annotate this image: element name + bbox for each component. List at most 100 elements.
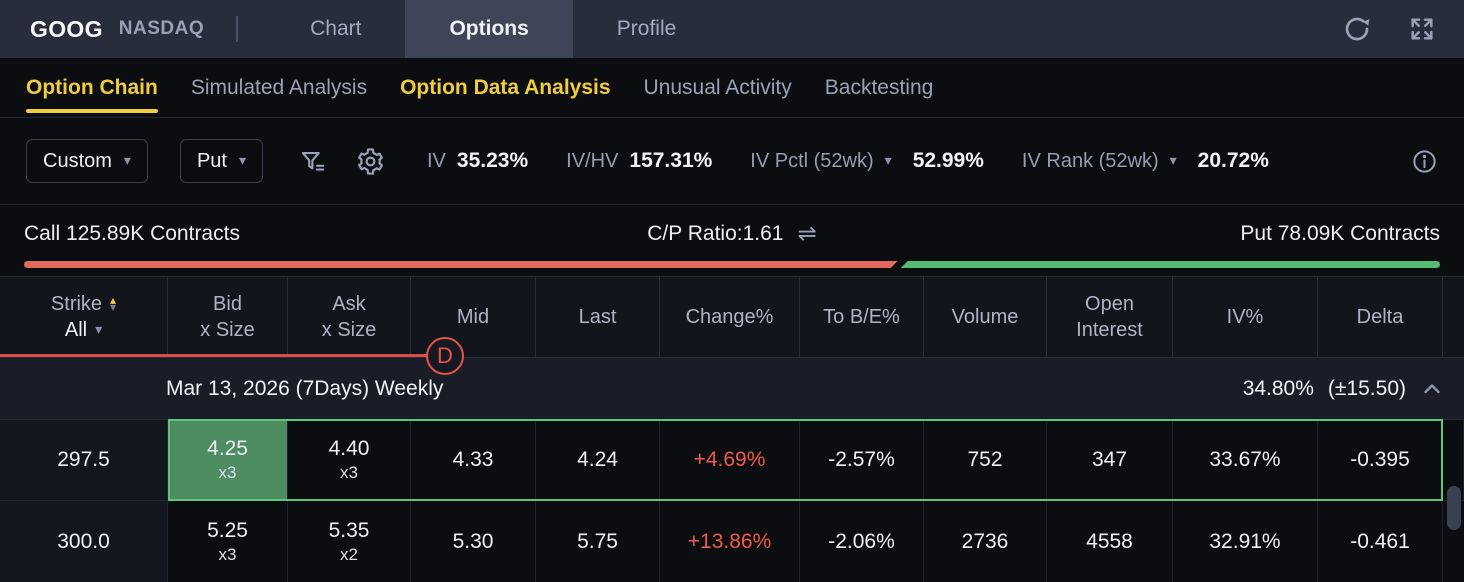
iv-rank-stat: IV Rank (52wk) ▾ 20.72% xyxy=(1022,149,1269,173)
swap-icon[interactable]: ⇌ xyxy=(797,221,817,247)
ask-size: x2 xyxy=(340,544,358,564)
expiration-group-right: 34.80% (±15.50) xyxy=(1243,377,1464,401)
table-row[interactable]: 297.5 4.25 x3 4.40 x3 4.33 4.24 +4.69% -… xyxy=(0,419,1464,501)
tab-backtesting[interactable]: Backtesting xyxy=(824,75,934,99)
column-volume: Volume xyxy=(924,277,1047,357)
tab-simulated-analysis[interactable]: Simulated Analysis xyxy=(190,75,368,99)
column-change: Change% xyxy=(660,277,800,357)
ivhv-stat: IV/HV 157.31% xyxy=(566,149,712,173)
mid-cell: 5.30 xyxy=(411,501,536,582)
column-iv: IV% xyxy=(1173,277,1318,357)
ask-header-line1: Ask xyxy=(332,293,366,315)
bid-size: x3 xyxy=(218,463,237,482)
column-ask: Ask x Size xyxy=(288,277,411,357)
delta-cell: -0.461 xyxy=(1318,501,1443,582)
annotation-marker-d[interactable]: D xyxy=(426,337,464,375)
bid-cell[interactable]: 4.25 x3 xyxy=(168,420,288,500)
ask-cell[interactable]: 4.40 x3 xyxy=(288,420,411,500)
volume-cell: 2736 xyxy=(924,501,1047,582)
sub-nav: Option Chain Simulated Analysis Option D… xyxy=(0,58,1464,118)
last-cell: 4.24 xyxy=(536,420,660,500)
strike-cell[interactable]: 297.5 xyxy=(0,420,168,500)
tab-options[interactable]: Options xyxy=(405,0,573,58)
strike-header-label: Strike xyxy=(50,293,103,315)
divider xyxy=(236,16,239,42)
info-icon[interactable] xyxy=(1411,148,1438,175)
side-dropdown-value: Put xyxy=(196,149,227,172)
fullscreen-icon[interactable] xyxy=(1408,15,1436,43)
strike-filter-dropdown[interactable]: All ▾ xyxy=(65,317,102,343)
bid-price: 5.25 xyxy=(207,518,248,542)
topbar-actions xyxy=(1342,14,1464,44)
tab-chart[interactable]: Chart xyxy=(310,17,362,40)
column-bid: Bid x Size xyxy=(168,277,288,357)
table-header: Strike ▴ ▾ All ▾ Bid x Size Ask x Size xyxy=(0,277,1464,358)
caret-down-icon[interactable]: ▾ xyxy=(1169,153,1177,169)
sort-up-icon: ▴ xyxy=(110,292,117,307)
call-put-ratio-bar xyxy=(24,261,1440,268)
column-mid: Mid xyxy=(411,277,536,357)
strategy-dropdown-value: Custom xyxy=(43,149,112,172)
strike-filter-value: All xyxy=(64,319,88,341)
column-open-interest: Open Interest xyxy=(1047,277,1173,357)
tab-option-data-analysis[interactable]: Option Data Analysis xyxy=(400,75,611,99)
iv-pctl-label[interactable]: IV Pctl (52wk) xyxy=(750,149,874,172)
change-cell: +4.69% xyxy=(660,420,800,500)
iv-pctl-stat: IV Pctl (52wk) ▾ 52.99% xyxy=(750,149,984,173)
column-strike[interactable]: Strike ▴ ▾ All ▾ xyxy=(0,277,168,357)
caret-down-icon: ▾ xyxy=(123,153,131,169)
oi-header-line2: Interest xyxy=(1076,319,1143,341)
ask-size: x3 xyxy=(340,463,358,482)
strike-cell[interactable]: 300.0 xyxy=(0,501,168,582)
bid-cell[interactable]: 5.25 x3 xyxy=(168,501,288,582)
ask-cell[interactable]: 5.35 x2 xyxy=(288,501,411,582)
expiration-expected-move: (±15.50) xyxy=(1327,376,1406,400)
last-cell: 5.75 xyxy=(536,501,660,582)
open-interest-cell: 347 xyxy=(1047,420,1173,500)
sort-down-icon: ▾ xyxy=(110,300,117,314)
vertical-scrollbar-thumb[interactable] xyxy=(1447,486,1461,530)
chevron-up-icon[interactable] xyxy=(1420,377,1444,401)
iv-value: 35.23% xyxy=(456,149,529,172)
caret-down-icon[interactable]: ▾ xyxy=(884,153,892,169)
tab-profile[interactable]: Profile xyxy=(616,17,677,40)
tab-option-chain[interactable]: Option Chain xyxy=(26,58,158,117)
column-to-be: To B/E% xyxy=(800,277,924,357)
cp-ratio: C/P Ratio:1.61 ⇌ xyxy=(647,221,816,247)
ask-price: 5.35 xyxy=(328,518,370,542)
bid-header-line2: x Size xyxy=(200,319,255,341)
to-be-cell: -2.57% xyxy=(800,420,924,500)
iv-cell: 32.91% xyxy=(1173,501,1318,582)
iv-rank-value: 20.72% xyxy=(1197,149,1269,172)
expiration-date-label: Mar 13, 2026 (7Days) Weekly xyxy=(166,376,444,400)
tab-unusual-activity[interactable]: Unusual Activity xyxy=(643,75,792,99)
ticker-symbol[interactable]: GOOG xyxy=(30,15,103,42)
table-row[interactable]: 300.0 5.25 x3 5.35 x2 5.30 5.75 +13.86% … xyxy=(0,500,1464,582)
caret-down-icon: ▾ xyxy=(95,322,103,338)
call-contracts-label: Call 125.89K Contracts xyxy=(24,222,240,245)
gear-icon[interactable] xyxy=(356,147,385,176)
bid-size: x3 xyxy=(218,544,237,564)
expiration-group-row[interactable]: Mar 13, 2026 (7Days) Weekly 34.80% (±15.… xyxy=(0,358,1464,420)
mid-cell: 4.33 xyxy=(411,420,536,500)
sort-icon[interactable]: ▴ ▾ xyxy=(110,292,117,314)
iv-rank-label[interactable]: IV Rank (52wk) xyxy=(1021,149,1159,172)
exchange-label: NASDAQ xyxy=(118,18,205,39)
top-bar: GOOG NASDAQ Chart Options Profile xyxy=(0,0,1464,58)
topbar-tabs: Chart Options Profile xyxy=(266,0,720,58)
side-dropdown[interactable]: Put ▾ xyxy=(179,139,263,183)
call-bar xyxy=(24,261,898,268)
strategy-dropdown[interactable]: Custom ▾ xyxy=(26,139,148,183)
iv-pctl-value: 52.99% xyxy=(912,149,984,172)
expiration-iv: 34.80% xyxy=(1242,376,1314,400)
ivhv-value: 157.31% xyxy=(629,149,713,172)
filter-icon[interactable] xyxy=(299,148,326,175)
column-gutter xyxy=(1443,277,1464,357)
cp-ratio-label: C/P Ratio:1.61 xyxy=(647,222,784,245)
iv-cell: 33.67% xyxy=(1173,420,1318,500)
volume-cell: 752 xyxy=(924,420,1047,500)
refresh-icon[interactable] xyxy=(1342,14,1372,44)
ask-header-line2: x Size xyxy=(321,319,377,341)
put-contracts-label: Put 78.09K Contracts xyxy=(1240,222,1441,245)
change-cell: +13.86% xyxy=(660,501,800,582)
